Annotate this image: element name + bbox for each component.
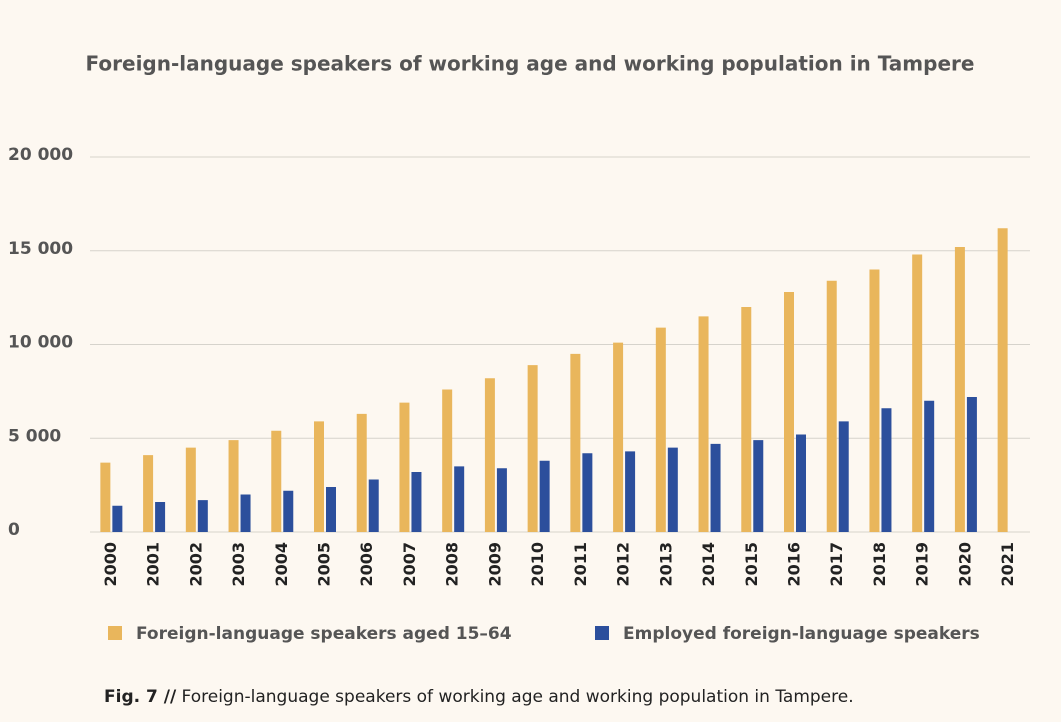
y-tick-label: 20 000 [8, 145, 73, 165]
bar [741, 307, 752, 532]
bar [185, 447, 196, 532]
x-tick-label: 2018 [870, 542, 889, 587]
bar [582, 453, 593, 532]
bar [442, 389, 453, 532]
y-tick-label: 5 000 [8, 426, 61, 446]
bar [411, 472, 422, 532]
bar [484, 378, 495, 532]
x-tick-label: 2014 [699, 542, 718, 587]
caption: Fig. 7 // Foreign-language speakers of w… [104, 687, 854, 707]
bar [613, 342, 624, 532]
bar [228, 440, 239, 532]
bar [698, 316, 709, 532]
x-tick-label: 2009 [485, 542, 504, 587]
bar [527, 365, 538, 532]
x-tick-label: 2010 [528, 542, 547, 587]
x-tick-label: 2001 [144, 542, 163, 587]
x-tick-label: 2008 [443, 542, 462, 587]
bar [881, 408, 892, 532]
x-tick-label: 2003 [229, 542, 248, 587]
y-tick-label: 0 [8, 520, 20, 540]
bar [314, 421, 324, 532]
bar [496, 468, 507, 532]
legend-label: Employed foreign-language speakers [623, 624, 980, 644]
bar [667, 447, 678, 532]
chart-title: Foreign-language speakers of working age… [86, 52, 975, 76]
x-tick-label: 2020 [955, 542, 974, 587]
bar [954, 247, 965, 532]
bar [869, 269, 880, 532]
bar [143, 455, 154, 532]
x-tick-label: 2002 [186, 542, 205, 587]
x-tick-label: 2019 [913, 542, 932, 587]
x-tick-label: 2017 [827, 542, 846, 587]
x-tick-label: 2000 [101, 542, 120, 587]
bar [368, 479, 379, 532]
x-tick-label: 2012 [614, 542, 633, 587]
bar [966, 397, 977, 532]
bar [826, 280, 837, 532]
bar [539, 460, 550, 532]
legend-swatch [595, 626, 609, 640]
x-tick-label: 2021 [998, 542, 1017, 587]
bar [655, 327, 666, 532]
bar [197, 500, 208, 532]
x-tick-label: 2007 [400, 542, 419, 587]
bar [271, 430, 282, 532]
y-tick-label: 15 000 [8, 239, 73, 259]
bar [912, 254, 923, 532]
x-tick-label: 2013 [656, 542, 675, 587]
x-tick-label: 2011 [571, 542, 590, 587]
legend-label: Foreign-language speakers aged 15–64 [136, 624, 512, 644]
bar [924, 400, 935, 532]
bar [283, 490, 294, 532]
x-tick-label: 2006 [357, 542, 376, 587]
bar [100, 462, 111, 532]
x-tick-label: 2005 [315, 542, 334, 587]
bar [796, 434, 806, 532]
x-tick-label: 2015 [742, 542, 761, 587]
bar [625, 451, 636, 532]
bar [240, 494, 251, 532]
bar [753, 440, 764, 532]
bar [710, 443, 721, 532]
legend-swatch [108, 626, 122, 640]
x-tick-label: 2004 [272, 542, 291, 587]
bar [997, 228, 1008, 532]
bar [838, 421, 849, 532]
caption-label: Fig. 7 // [104, 687, 177, 707]
bar [356, 413, 367, 532]
bar [155, 502, 166, 532]
bar [570, 353, 581, 532]
caption-text: Foreign-language speakers of working age… [176, 687, 853, 707]
bar [454, 466, 465, 532]
bar [399, 402, 410, 532]
x-tick-label: 2016 [785, 542, 804, 587]
bar [784, 292, 794, 532]
y-tick-label: 10 000 [8, 333, 73, 353]
bar [326, 487, 336, 532]
bar [112, 505, 123, 532]
